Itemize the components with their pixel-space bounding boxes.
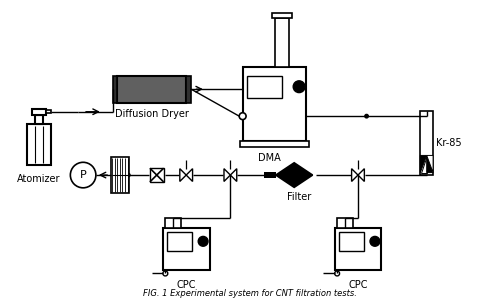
Bar (264, 171, 276, 178)
Circle shape (364, 114, 369, 118)
Circle shape (293, 81, 305, 93)
Bar (272, 13, 291, 18)
Text: Filter: Filter (287, 192, 311, 202)
Polygon shape (186, 169, 192, 181)
Bar (46, 110, 50, 113)
Text: DMA: DMA (258, 153, 281, 163)
Bar (163, 228, 210, 270)
Bar (150, 168, 164, 182)
Bar (246, 76, 282, 98)
Circle shape (198, 236, 208, 246)
Circle shape (239, 113, 246, 120)
Bar (275, 18, 289, 67)
Bar (118, 76, 186, 103)
Bar (334, 228, 382, 270)
Text: CPC: CPC (348, 280, 368, 290)
Bar (338, 232, 364, 251)
Polygon shape (358, 169, 364, 181)
Bar (242, 67, 306, 141)
Bar (32, 109, 46, 115)
Bar (166, 218, 181, 228)
Polygon shape (426, 155, 433, 173)
Polygon shape (180, 169, 186, 181)
Text: Atomizer: Atomizer (17, 174, 60, 184)
Text: CPC: CPC (176, 280, 196, 290)
Bar (167, 232, 192, 251)
Bar (112, 76, 117, 103)
Bar (111, 157, 129, 193)
Polygon shape (230, 169, 236, 181)
Circle shape (334, 271, 340, 276)
Polygon shape (420, 155, 426, 173)
Circle shape (370, 236, 380, 246)
Polygon shape (421, 155, 426, 173)
Bar (240, 141, 309, 147)
Polygon shape (352, 169, 358, 181)
Text: Diffusion Dryer: Diffusion Dryer (115, 108, 189, 118)
Bar (337, 218, 353, 228)
Bar (420, 111, 433, 175)
Circle shape (70, 162, 96, 188)
Circle shape (126, 173, 130, 178)
Bar (26, 124, 51, 165)
Bar (34, 115, 43, 124)
Polygon shape (276, 163, 312, 187)
Polygon shape (426, 155, 433, 173)
Circle shape (163, 271, 168, 276)
Text: P: P (80, 170, 86, 180)
Bar (186, 76, 191, 103)
Text: FIG. 1 Experimental system for CNT filtration tests.: FIG. 1 Experimental system for CNT filtr… (143, 289, 357, 298)
Polygon shape (224, 169, 230, 181)
Text: Kr-85: Kr-85 (436, 138, 462, 148)
